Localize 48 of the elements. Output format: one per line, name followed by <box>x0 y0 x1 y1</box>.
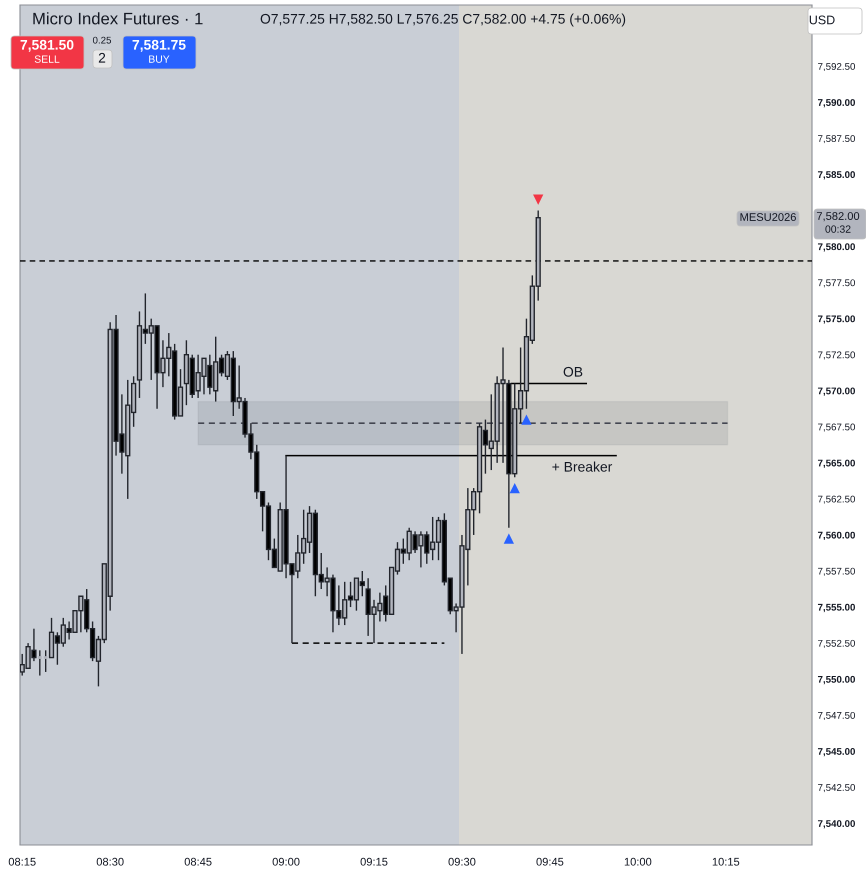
y-tick-label: 7,560.00 <box>818 532 855 540</box>
x-tick-label: 10:15 <box>712 858 740 866</box>
text: 7,582.00 <box>816 212 860 222</box>
x-tick-label: 08:15 <box>8 858 36 866</box>
annotation: 7,581.75 <box>132 40 186 52</box>
y-tick-label: 7,555.00 <box>818 604 855 612</box>
y-tick-label: 7,585.00 <box>818 171 855 180</box>
y-tick-label: 7,577.50 <box>818 279 856 288</box>
y-tick-label: 7,590.00 <box>818 99 855 108</box>
annotation: SELL <box>34 55 60 63</box>
annotation: 2 <box>98 52 106 63</box>
y-tick-label: 7,557.50 <box>818 568 856 576</box>
x-tick-label: 08:30 <box>96 858 124 866</box>
x-tick-label: 09:00 <box>272 858 300 866</box>
annotation: BUY <box>149 56 170 63</box>
y-tick-label: 7,592.50 <box>818 63 856 72</box>
x-tick-label: 09:45 <box>536 858 564 866</box>
annotation: USD <box>810 16 835 24</box>
y-tick-label: 7,542.50 <box>818 784 856 792</box>
y-tick-label: 7,565.00 <box>818 460 855 468</box>
x-tick-label: 08:45 <box>184 858 212 866</box>
y-tick-label: 7,575.00 <box>818 315 855 324</box>
y-tick-label: 7,587.50 <box>818 135 856 144</box>
chart-title: Micro Index Futures · 1 <box>33 12 203 24</box>
point <box>504 533 514 544</box>
point <box>533 194 544 205</box>
y-tick-label: 7,547.50 <box>818 712 856 720</box>
annotation: 0.25 <box>92 36 112 44</box>
y-tick-label: 7,562.50 <box>818 496 856 504</box>
annotation: 7,581.50 <box>20 40 74 52</box>
y-tick-label: 7,540.00 <box>818 820 855 828</box>
annotation: MESU2026 <box>740 213 796 221</box>
y-tick-label: 7,552.50 <box>818 640 856 648</box>
y-tick-label: 7,570.00 <box>818 387 855 396</box>
x-tick-label: 09:30 <box>448 858 476 866</box>
annotation: + Breaker <box>552 462 612 472</box>
y-tick-label: 7,580.00 <box>818 243 855 252</box>
text: 00:32 <box>825 225 851 233</box>
text: O7,577.25 H7,582.50 L7,576.25 C7,582.00 +4.75 (+0.06%) <box>260 14 626 26</box>
point <box>521 414 532 425</box>
point <box>510 482 520 494</box>
y-tick-label: 7,550.00 <box>818 676 855 684</box>
annotation: OB <box>564 366 582 377</box>
x-tick-label: 09:15 <box>360 858 388 866</box>
y-tick-label: 7,572.50 <box>818 351 856 360</box>
y-tick-label: 7,545.00 <box>818 748 855 756</box>
y-tick-label: 7,567.50 <box>818 424 856 432</box>
x-tick-label: 10:00 <box>624 858 652 866</box>
